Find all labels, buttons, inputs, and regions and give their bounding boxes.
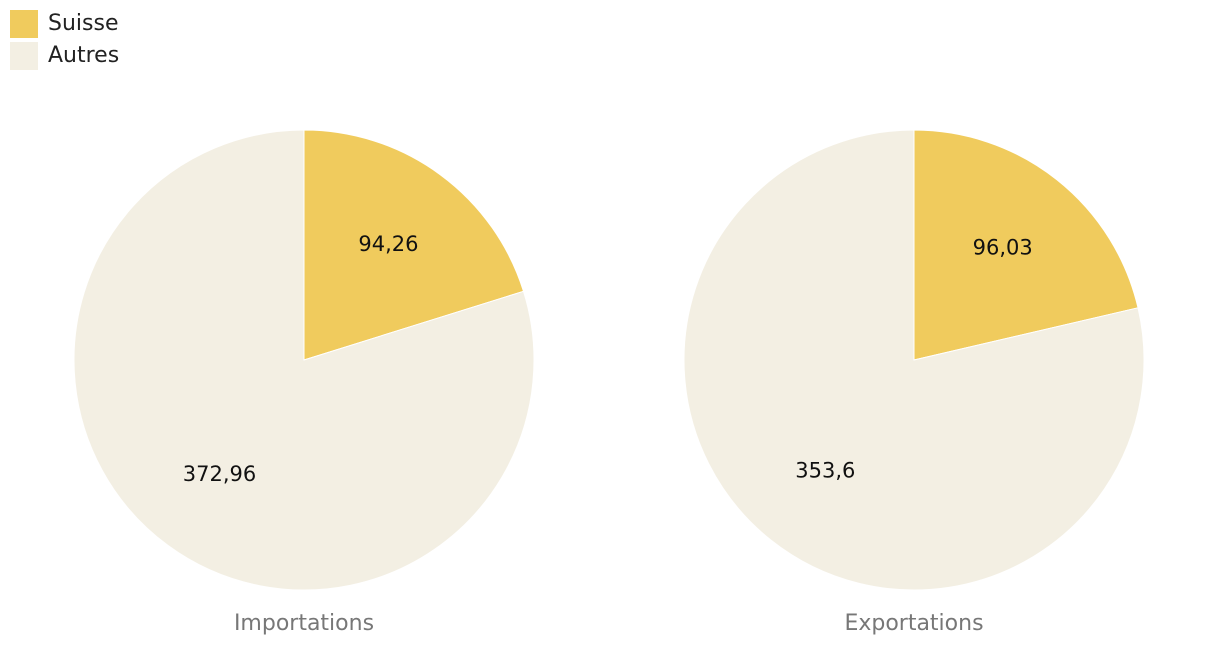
chart-title: Exportations — [844, 611, 983, 636]
value-label: 96,03 — [973, 235, 1033, 259]
legend-label: Suisse — [48, 11, 118, 36]
pie-slice — [303, 129, 525, 361]
legend-label: Autres — [48, 43, 119, 68]
pie-slice — [73, 129, 535, 591]
legend-swatch — [10, 42, 38, 70]
value-label: 372,96 — [183, 462, 256, 486]
pie-slice — [683, 129, 1145, 591]
value-label: 94,26 — [358, 232, 418, 256]
pie-slice — [913, 129, 1139, 361]
chart-title: Importations — [234, 611, 374, 636]
value-label: 353,6 — [795, 459, 855, 483]
legend-swatch — [10, 10, 38, 38]
